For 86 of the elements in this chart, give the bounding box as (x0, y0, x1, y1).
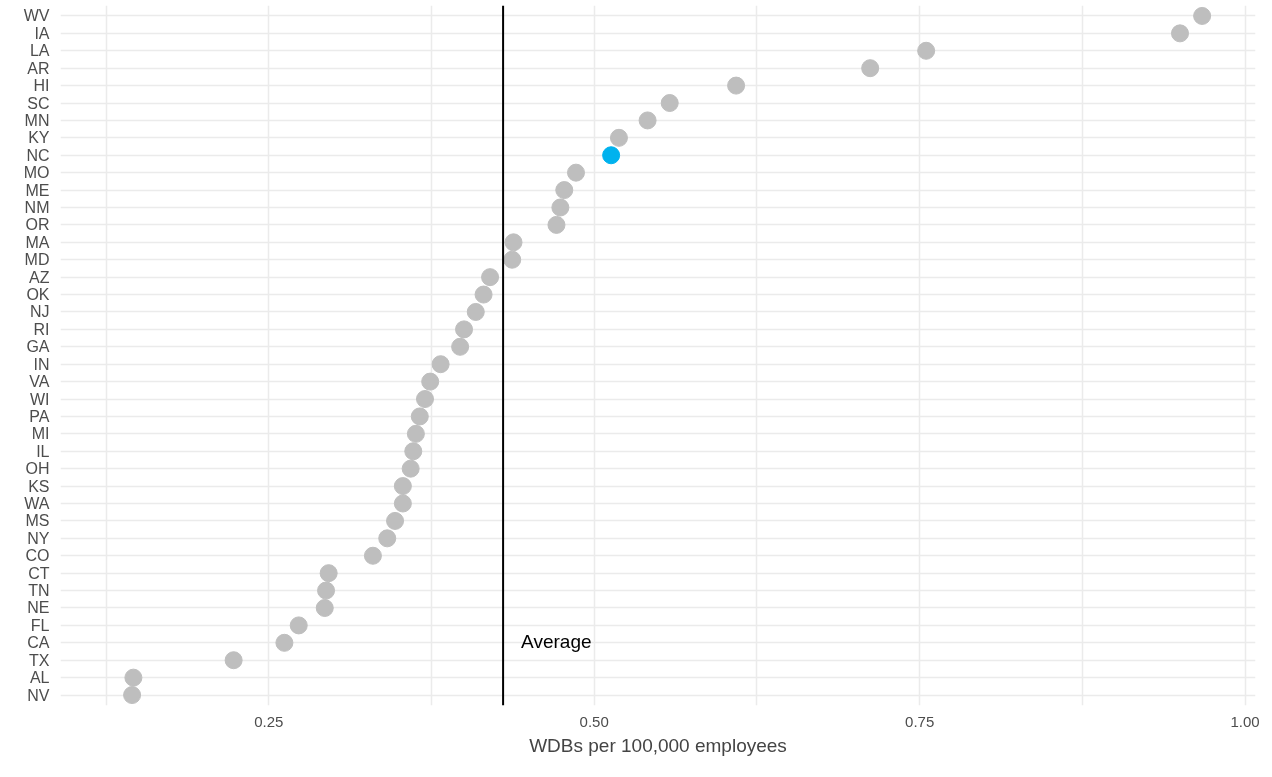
y-tick-label: KY (28, 129, 50, 147)
y-tick-label: ME (25, 181, 50, 199)
point (609, 128, 628, 147)
point (555, 181, 574, 200)
y-tick-label: IL (36, 442, 50, 460)
point (504, 233, 523, 252)
y-tick-label: WV (23, 7, 50, 25)
y-tick-label: TN (28, 582, 50, 600)
point (551, 198, 570, 217)
y-tick-label: IA (34, 24, 50, 42)
point (466, 302, 485, 321)
y-tick-label: WA (24, 495, 50, 513)
point (503, 250, 522, 269)
y-tick-label: FL (30, 616, 50, 634)
point (1193, 6, 1212, 25)
point (660, 94, 679, 112)
y-tick-label: MI (31, 425, 50, 443)
point (917, 41, 936, 60)
y-tick-label: TX (29, 651, 50, 669)
point (415, 390, 434, 409)
y-tick-label: AZ (29, 268, 50, 286)
point (431, 355, 450, 374)
point (317, 581, 336, 600)
y-tick-label: MS (25, 512, 50, 530)
y-tick-label: NC (26, 146, 50, 164)
y-tick-label: NV (27, 686, 50, 704)
point (638, 111, 657, 130)
y-tick-label: KS (28, 477, 50, 495)
y-tick-label: LA (29, 42, 50, 60)
point (315, 599, 334, 617)
y-tick-label: NY (27, 529, 50, 547)
y-tick-label: MO (23, 164, 50, 182)
point (566, 163, 585, 182)
y-tick-label: RI (33, 320, 50, 338)
point (386, 511, 405, 530)
y-tick-label: OH (25, 460, 50, 478)
y-tick-label: NJ (29, 303, 50, 321)
point (319, 564, 338, 583)
y-tick-label: CA (27, 634, 50, 652)
point (406, 424, 425, 443)
y-tick-label: VA (29, 373, 50, 391)
x-tick-label: 0.75 (905, 712, 935, 730)
x-tick-label: 0.50 (579, 712, 609, 730)
y-tick-label: MD (24, 251, 50, 269)
y-tick-label: MA (25, 233, 50, 251)
point (474, 285, 493, 304)
x-tick-label: 0.25 (254, 712, 284, 730)
point (602, 146, 621, 165)
point (275, 633, 294, 652)
point (451, 337, 470, 356)
point (224, 651, 243, 670)
y-tick-label: IN (33, 355, 50, 373)
point (363, 546, 382, 565)
point (378, 529, 397, 548)
y-tick-label: AL (29, 669, 50, 687)
y-tick-label: AR (27, 59, 50, 77)
point (289, 616, 308, 635)
point (481, 268, 500, 287)
y-tick-label: OR (25, 216, 50, 234)
y-tick-label: WI (29, 390, 50, 408)
y-tick-label: NE (27, 599, 50, 617)
y-tick-label: GA (26, 338, 50, 356)
point (404, 442, 423, 461)
point (393, 494, 412, 513)
y-tick-label: HI (33, 77, 50, 95)
point (1171, 24, 1189, 43)
y-tick-label: SC (27, 94, 50, 112)
point (861, 59, 880, 78)
y-tick-label: CT (28, 564, 50, 582)
point (547, 215, 566, 234)
point (124, 668, 143, 687)
point (123, 686, 142, 705)
x-axis-title: WDBs per 100,000 employees (529, 734, 787, 756)
y-tick-label: MN (24, 111, 50, 129)
point (455, 320, 474, 339)
y-tick-label: PA (29, 407, 50, 425)
y-tick-label: OK (26, 286, 50, 304)
point (401, 459, 420, 478)
point (393, 477, 412, 496)
ref-line-label: Average (521, 630, 592, 652)
point (410, 407, 429, 426)
x-tick-label: 1.00 (1230, 712, 1260, 730)
y-tick-label: NM (24, 198, 50, 216)
y-tick-label: CO (25, 547, 50, 565)
point (421, 372, 440, 391)
point (727, 76, 746, 95)
